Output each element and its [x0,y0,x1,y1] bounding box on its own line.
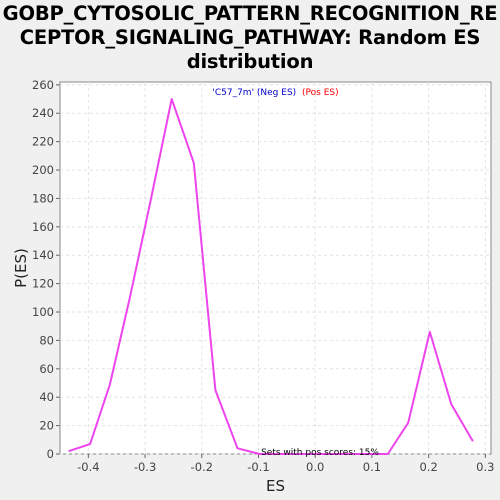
y-tick-label: 120 [32,277,54,291]
x-axis-label: ES [266,477,285,495]
x-tick-label: 0.1 [363,460,381,474]
y-tick-label: 240 [32,106,54,120]
y-tick-label: 180 [32,191,54,205]
legend: 'C57_7m' (Neg ES) (Pos ES) [212,88,338,98]
grid [60,82,491,455]
chart-title-line: distribution [186,50,314,73]
x-tick-label: 0.2 [419,460,437,474]
series-layer [68,98,474,455]
y-tick-label: 200 [32,163,54,177]
y-tick-label: 160 [32,220,54,234]
y-tick-label: 140 [32,248,54,262]
y-tick-label: 220 [32,135,54,149]
chart-title-line: CEPTOR_SIGNALING_PATHWAY: Random ES [19,26,481,49]
x-tick-label: -0.1 [247,460,269,474]
plot-area [59,81,492,455]
x-tick-label: -0.4 [77,460,99,474]
y-tick-label: 20 [39,419,54,433]
x-tick-label: 0.3 [476,460,494,474]
chart-title: GOBP_CYTOSOLIC_PATTERN_RECOGNITION_RE CE… [0,2,500,74]
axes: -0.4 -0.3 -0.2 -0.1 0.0 0.1 0.2 0.3 0 20 40 60 80 100… [32,78,494,474]
y-axis-label: P(ES) [12,248,30,288]
y-tick-label: 100 [32,305,54,319]
y-tick-label: 60 [39,362,54,376]
y-tick-label: 40 [39,390,54,404]
x-tick-label: -0.3 [134,460,156,474]
chart-title-line: GOBP_CYTOSOLIC_PATTERN_RECOGNITION_RE [2,2,498,25]
x-tick-label: 0.0 [306,460,324,474]
y-tick-label: 260 [32,78,54,92]
y-tick-label: 80 [39,333,54,347]
legend-neg-label: 'C57_7m' (Neg ES) [212,88,296,98]
legend-pos-label: (Pos ES) [302,88,339,98]
x-tick-label: -0.2 [191,460,213,474]
series-line [68,98,474,455]
y-tick-label: 0 [47,447,54,461]
annotation: Sets with pos scores: 15% [261,448,379,458]
